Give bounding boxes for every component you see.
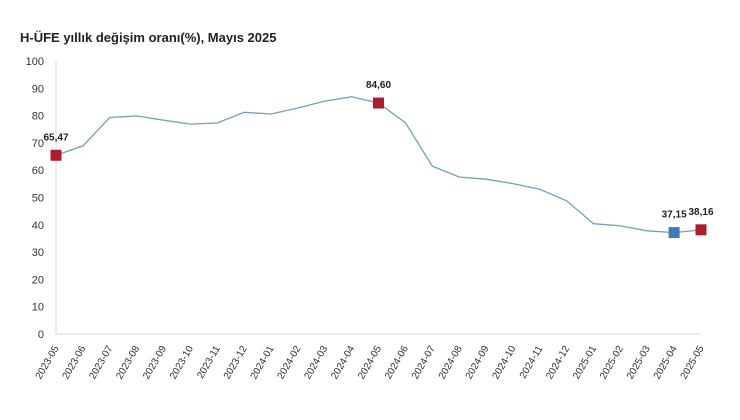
y-tick-label: 80 [32,111,44,123]
x-tick-label: 2023-08 [114,344,142,382]
x-tick-label: 2025-04 [652,344,680,382]
x-tick-label: 2024-12 [544,344,572,382]
x-tick-label: 2024-01 [249,344,277,382]
x-tick-label: 2025-03 [625,344,653,382]
y-tick-label: 0 [38,329,44,341]
data-label: 37,15 [662,210,687,221]
x-tick-label: 2024-02 [276,344,304,382]
x-tick-label: 2023-10 [168,344,196,382]
y-tick-label: 20 [32,274,44,286]
x-tick-label: 2024-05 [356,344,384,382]
x-tick-label: 2025-05 [679,344,707,382]
y-tick-label: 50 [32,193,44,205]
x-tick-label: 2025-02 [598,344,626,382]
x-tick-label: 2024-06 [383,344,411,382]
x-tick-label: 2023-09 [141,344,169,382]
data-point-marker [50,149,62,161]
data-label: 84,60 [366,80,391,91]
y-tick-label: 100 [26,56,44,68]
x-tick-label: 2024-07 [410,344,438,382]
data-point-marker [373,97,384,109]
y-tick-label: 60 [32,165,44,177]
series-line [55,96,702,234]
x-tick-label: 2024-08 [437,344,465,382]
x-tick-label: 2024-11 [518,344,546,381]
x-tick-label: 2025-01 [571,344,599,382]
y-tick-label: 10 [32,302,44,314]
x-tick-label: 2024-09 [464,344,492,382]
y-tick-label: 40 [32,220,44,232]
x-tick-label: 2023-05 [34,344,62,382]
x-tick-label: 2024-03 [302,344,330,382]
x-tick-label: 2024-04 [329,344,357,382]
x-tick-label: 2023-11 [195,344,223,381]
data-point-marker [668,227,680,239]
y-tick-label: 30 [32,247,44,259]
data-label: 38,16 [688,207,713,218]
data-point-marker [695,224,707,236]
x-tick-label: 2023-07 [87,344,115,382]
x-tick-label: 2024-10 [491,344,519,382]
y-tick-label: 70 [32,138,44,150]
chart-title: H-ÜFE yıllık değişim oranı(%), Mayıs 202… [20,30,277,45]
data-label: 65,47 [43,132,68,143]
x-tick-label: 2023-12 [222,344,250,382]
x-tick-label: 2023-06 [61,344,89,382]
y-tick-label: 90 [32,83,44,95]
